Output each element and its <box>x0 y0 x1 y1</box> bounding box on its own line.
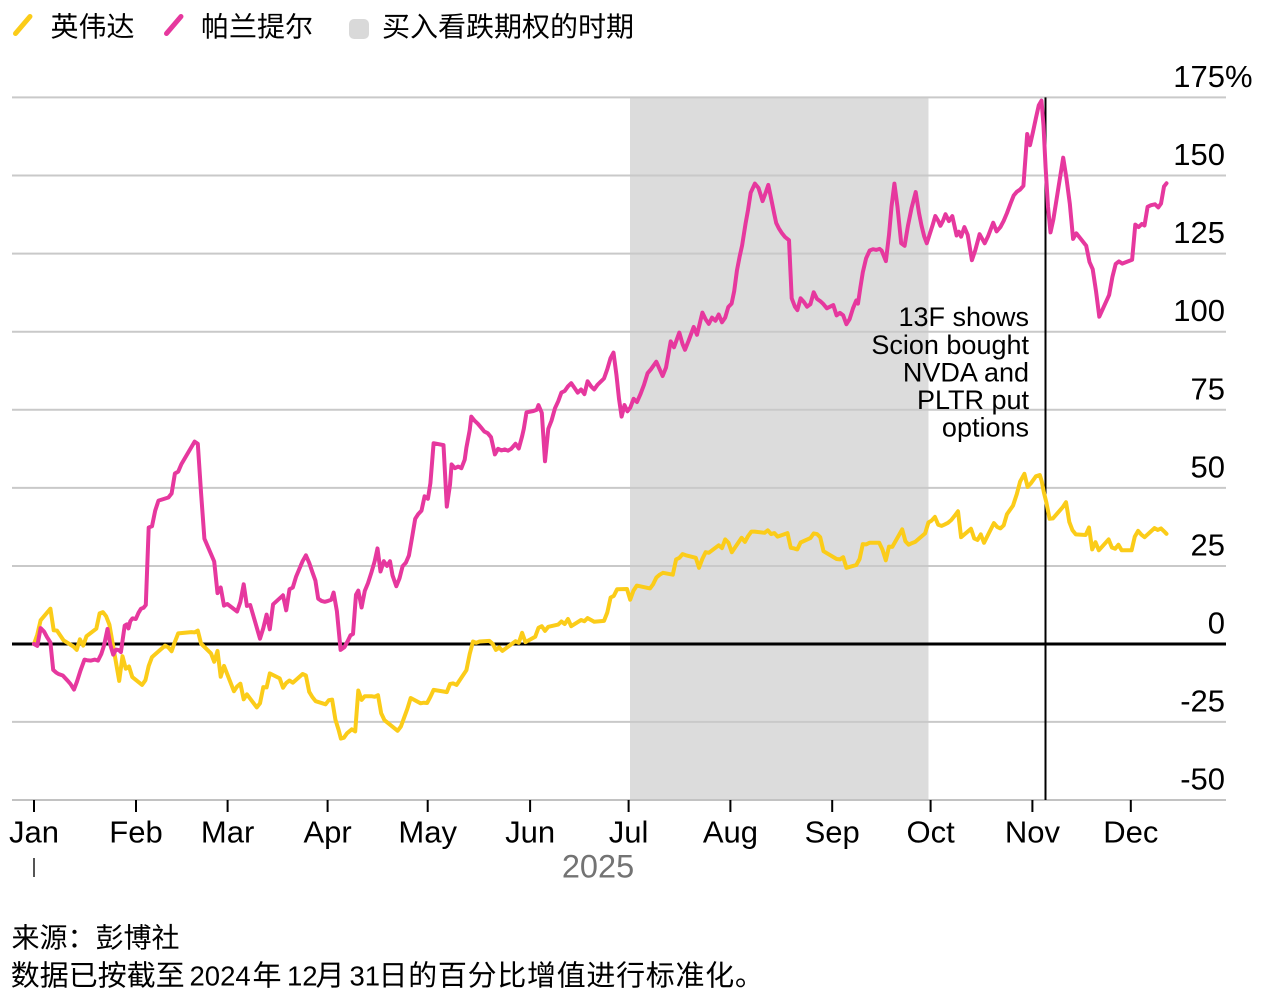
svg-text:150: 150 <box>1173 137 1225 172</box>
svg-text:2025: 2025 <box>562 849 634 885</box>
svg-text:PLTR put: PLTR put <box>917 385 1030 415</box>
svg-text:May: May <box>398 815 457 850</box>
svg-text:0: 0 <box>1208 606 1225 641</box>
svg-text:Oct: Oct <box>906 815 955 850</box>
svg-text:options: options <box>942 412 1029 442</box>
svg-text:Jun: Jun <box>505 815 555 850</box>
svg-text:2024: 2024 <box>190 961 251 992</box>
svg-text:%: % <box>1225 59 1253 94</box>
svg-text:13F shows: 13F shows <box>898 302 1029 332</box>
svg-text:Apr: Apr <box>303 815 351 850</box>
svg-text:100: 100 <box>1173 293 1225 328</box>
svg-text:75: 75 <box>1191 371 1225 406</box>
svg-text:Dec: Dec <box>1103 815 1158 850</box>
svg-text:Feb: Feb <box>109 815 162 850</box>
svg-text:Jan: Jan <box>9 815 59 850</box>
svg-text:25: 25 <box>1191 528 1225 563</box>
svg-text:Scion bought: Scion bought <box>871 330 1029 360</box>
svg-text:-25: -25 <box>1180 683 1225 718</box>
svg-text:125: 125 <box>1173 215 1225 250</box>
svg-text:Mar: Mar <box>201 815 254 850</box>
svg-text:Aug: Aug <box>703 815 758 850</box>
svg-text:175: 175 <box>1173 59 1225 94</box>
svg-text:12: 12 <box>287 961 318 992</box>
svg-text:Jul: Jul <box>609 815 649 850</box>
svg-text:NVDA and: NVDA and <box>903 357 1029 387</box>
svg-text:31: 31 <box>350 961 381 992</box>
svg-text:Sep: Sep <box>805 815 860 850</box>
svg-text:-50: -50 <box>1180 762 1225 797</box>
svg-text:50: 50 <box>1191 449 1225 484</box>
svg-text:Nov: Nov <box>1005 815 1061 850</box>
